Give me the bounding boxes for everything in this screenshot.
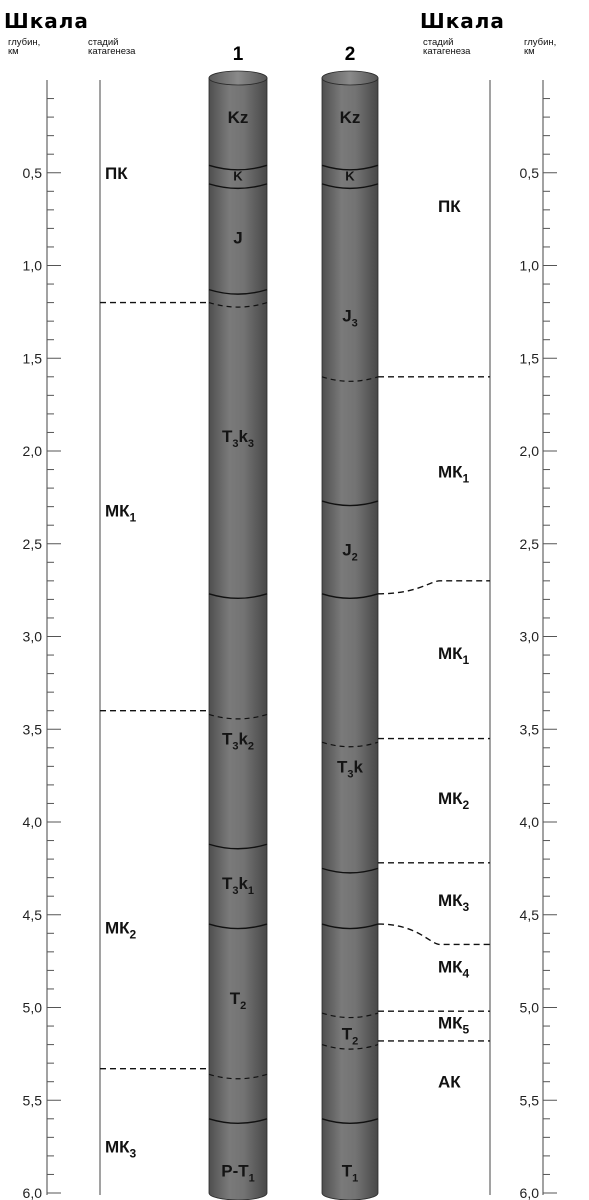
layer-boundary — [321, 923, 379, 930]
right-depth-label: 1,5 — [520, 350, 540, 366]
stratigraphy-label: T3k1 — [222, 874, 254, 897]
right-depth-label: 5,5 — [520, 1092, 540, 1108]
layer-boundary — [321, 164, 379, 171]
column-1-number: 1 — [233, 44, 244, 65]
right-depth-label: 4,0 — [520, 814, 540, 830]
right-stage-label: АК — [438, 1073, 461, 1092]
left-depth-label: 3,5 — [23, 721, 43, 737]
lithology-columns: Kz K J T3k3 T3k2 T3k1 T2 P-T1 Kz K J3 J2 T3k T2 T1 — [208, 70, 379, 1200]
stratigraphy-label: K — [345, 169, 355, 184]
right-depth-label: 2,5 — [520, 536, 540, 552]
right-depth-label: 5,0 — [520, 1000, 540, 1016]
left-stage-caption: стадий — [88, 37, 118, 48]
left-depth-label: 3,0 — [23, 629, 43, 645]
right-stage-caption-2: катагенеза — [423, 46, 471, 57]
left-stage-label: МК2 — [105, 919, 137, 942]
layer-boundary — [208, 183, 268, 190]
left-stage-caption-2: катагенеза — [88, 46, 136, 57]
right-stage-label: МК1 — [438, 462, 470, 485]
depth-ticks — [47, 98, 557, 1194]
left-depth-caption: глубин, — [8, 37, 40, 48]
stratigraphy-label: P-T1 — [221, 1162, 255, 1185]
stage-boundary-in-column — [321, 376, 379, 382]
column-top — [208, 70, 268, 86]
left-depth-label: 4,0 — [23, 814, 43, 830]
right-depth-label: 4,5 — [520, 907, 540, 923]
layer-boundary — [321, 1118, 379, 1124]
stratigraphy-label: T1 — [342, 1162, 359, 1185]
column-1: Kz K J T3k3 T3k2 T3k1 T2 P-T1 — [208, 70, 268, 1200]
left-depth-label: 1,0 — [23, 258, 43, 274]
stage-boundary-in-column — [208, 713, 268, 720]
layer-boundary — [321, 867, 379, 874]
right-stage-label: МК3 — [438, 891, 470, 914]
layer-boundary — [208, 923, 268, 930]
layer-boundary — [208, 164, 268, 171]
right-stage-label: ПК — [438, 197, 461, 216]
right-stage-label: МК2 — [438, 789, 470, 812]
layer-boundary — [208, 593, 268, 600]
right-depth-label: 6,0 — [520, 1185, 540, 1200]
left-stage-label: ПК — [105, 164, 128, 183]
left-scale-title: Шкала — [4, 9, 89, 33]
stratigraphy-label: J3 — [342, 307, 358, 330]
stratigraphy-label: J2 — [342, 540, 358, 563]
stage-labels: ПК МК1 МК2 МК3 ПК МК1 МК1 МК2 МК3 МК4 МК5 АК — [105, 164, 470, 1161]
header: Шкала Шкала глубин, км стадий катагенеза… — [4, 9, 556, 65]
left-depth-label: 2,0 — [23, 443, 43, 459]
right-stage-boundary — [377, 923, 490, 946]
right-depth-label: 2,0 — [520, 443, 540, 459]
right-depth-caption: глубин, — [524, 37, 556, 48]
stratigraphy-label: K — [233, 169, 243, 184]
stratigraphy-label: Kz — [340, 108, 361, 127]
right-depth-caption-unit: км — [524, 46, 535, 57]
column-2-number: 2 — [345, 44, 356, 65]
left-stage-label: МК1 — [105, 501, 137, 524]
left-depth-caption-unit: км — [8, 46, 19, 57]
stage-boundary-in-column — [321, 1012, 379, 1019]
left-depth-label: 5,5 — [23, 1092, 43, 1108]
right-depth-label: 0,5 — [520, 165, 540, 181]
left-depth-label: 6,0 — [23, 1185, 43, 1200]
right-stage-label: МК4 — [438, 958, 470, 981]
right-scale-title: Шкала — [420, 9, 505, 33]
right-depth-label: 1,0 — [520, 258, 540, 274]
layer-boundary — [321, 593, 379, 600]
layer-boundary — [208, 843, 268, 850]
stratigraphy-label: T3k3 — [222, 427, 254, 450]
left-depth-label: 2,5 — [23, 536, 43, 552]
stratigraphy-label: T2 — [342, 1024, 359, 1047]
stratigraphy-label: T3k — [337, 757, 364, 780]
layer-boundary — [321, 500, 379, 507]
stratigraphy-label: T3k2 — [222, 730, 254, 753]
layer-boundary — [321, 183, 379, 190]
stage-boundary-in-column — [321, 741, 379, 748]
stratigraphy-label: T2 — [230, 989, 247, 1012]
right-stage-caption: стадий — [423, 37, 453, 48]
left-stage-label: МК3 — [105, 1138, 137, 1161]
depth-tick-labels: 0,5 0,5 1,0 1,0 1,5 1,5 2,0 2,0 2,5 2,5 3,0 3,0 3,5 3… — [23, 165, 540, 1200]
stratigraphy-label: J — [233, 229, 242, 248]
right-depth-label: 3,0 — [520, 629, 540, 645]
right-stage-label: МК5 — [438, 1013, 470, 1036]
stratigraphy-label: Kz — [228, 108, 249, 127]
column-top — [321, 70, 379, 86]
column-2: Kz K J3 J2 T3k T2 T1 — [321, 70, 379, 1200]
left-depth-label: 4,5 — [23, 907, 43, 923]
right-stage-boundary — [377, 580, 490, 595]
left-depth-label: 5,0 — [23, 1000, 43, 1016]
layer-boundary — [208, 288, 268, 295]
stage-boundary-in-column — [208, 1073, 268, 1080]
stage-boundary-in-column — [208, 302, 268, 308]
left-depth-label: 0,5 — [23, 165, 43, 181]
right-stage-label: МК1 — [438, 644, 470, 667]
stage-boundaries — [100, 301, 490, 1070]
left-depth-label: 1,5 — [23, 350, 43, 366]
right-depth-label: 3,5 — [520, 721, 540, 737]
layer-boundary — [208, 1118, 268, 1124]
stage-boundary-in-column — [321, 1044, 379, 1050]
